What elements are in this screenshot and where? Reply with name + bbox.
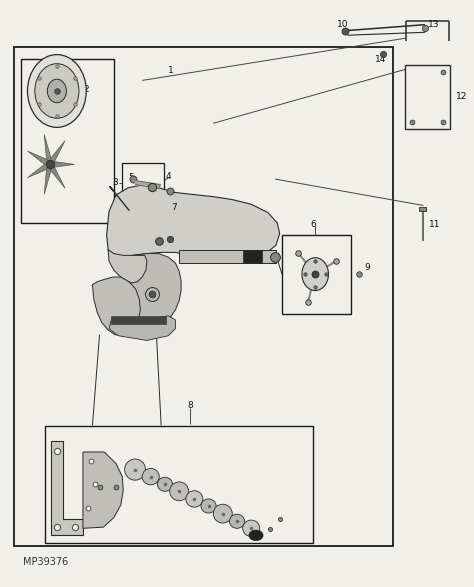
Polygon shape [108,249,147,283]
Polygon shape [135,181,160,188]
Text: 13: 13 [428,20,439,29]
Bar [282,235,351,314]
Ellipse shape [213,504,232,523]
Text: 1: 1 [168,66,174,75]
Polygon shape [92,277,140,336]
Text: 3: 3 [113,178,118,187]
Circle shape [47,79,66,103]
Text: 14: 14 [374,55,386,65]
Text: 5: 5 [128,173,134,182]
Ellipse shape [142,468,159,485]
Bar [111,316,166,324]
Text: 2: 2 [83,85,89,94]
Ellipse shape [157,477,173,491]
Ellipse shape [125,459,146,480]
Ellipse shape [170,482,189,501]
Bar [122,163,164,203]
Polygon shape [50,164,65,188]
Bar [14,47,393,546]
Polygon shape [50,140,65,164]
Bar [419,207,426,211]
Text: 12: 12 [456,92,467,102]
Polygon shape [107,185,280,264]
Polygon shape [51,441,83,535]
Polygon shape [27,151,50,164]
Ellipse shape [243,520,260,537]
Text: MP39376: MP39376 [23,557,68,568]
Polygon shape [83,452,123,528]
Text: 7: 7 [172,203,177,212]
Ellipse shape [249,530,263,541]
Polygon shape [44,164,51,194]
Ellipse shape [186,491,203,507]
Text: 6: 6 [310,220,316,229]
Polygon shape [44,134,51,164]
Polygon shape [109,316,175,340]
Text: 11: 11 [428,220,440,229]
Bar [45,426,313,543]
Polygon shape [50,161,74,167]
Text: 10: 10 [337,20,348,29]
Polygon shape [122,254,181,325]
Circle shape [27,55,86,127]
Bar [405,65,450,129]
Text: 8: 8 [187,400,193,410]
Polygon shape [27,164,50,178]
Bar [243,250,262,263]
Ellipse shape [201,499,216,513]
Text: 4: 4 [166,171,172,181]
Text: 9: 9 [364,262,370,272]
Ellipse shape [229,514,245,528]
Circle shape [302,258,328,291]
Bar [179,250,276,263]
Circle shape [35,63,79,119]
Bar [21,59,114,223]
